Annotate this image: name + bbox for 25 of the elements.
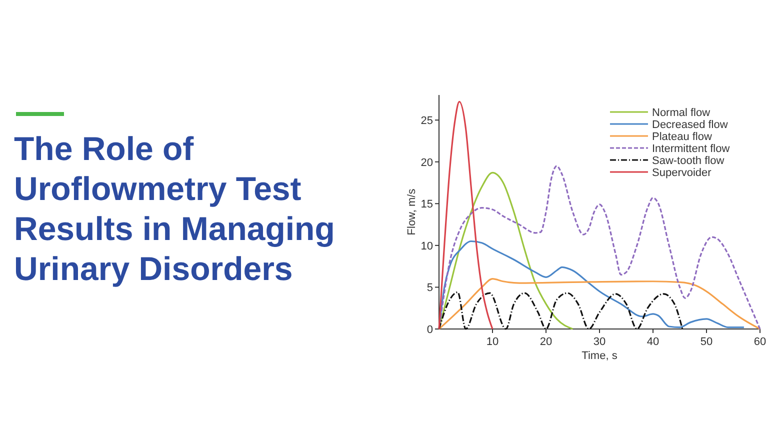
y-axis-title: Flow, m/s: [406, 188, 418, 236]
x-tick-label: 10: [486, 336, 499, 348]
text: The Role of Uroflowmetry Test Results in Managing Urinary Disorders: [14, 130, 335, 287]
y-tick-label: 0: [426, 324, 433, 336]
legend-label: Normal flow: [652, 107, 710, 119]
legend-label: Intermittent flow: [652, 143, 730, 155]
x-axis-title: Time, s: [582, 350, 618, 362]
line-series: [438, 100, 494, 330]
legend-label: Supervoider: [652, 167, 712, 179]
x-tick-label: 50: [700, 336, 713, 348]
y-tick-label: 5: [426, 282, 433, 294]
line-series: [438, 172, 574, 330]
y-tick-label: 25: [420, 115, 433, 128]
y-tick-label: 10: [420, 240, 433, 252]
legend-label: Plateau flow: [652, 131, 712, 143]
y-tick-label: 15: [420, 198, 433, 211]
x-tick-label: 20: [540, 336, 552, 348]
x-tick-label: 30: [593, 336, 606, 348]
line-series: [438, 240, 745, 330]
y-tick-label: 20: [420, 156, 433, 169]
legend-label: Decreased flow: [652, 119, 728, 131]
line-series: [438, 291, 684, 330]
legend-label: Saw-tooth flow: [652, 155, 724, 167]
x-tick-label: 40: [646, 336, 660, 348]
x-tick-label: 60: [754, 336, 766, 348]
